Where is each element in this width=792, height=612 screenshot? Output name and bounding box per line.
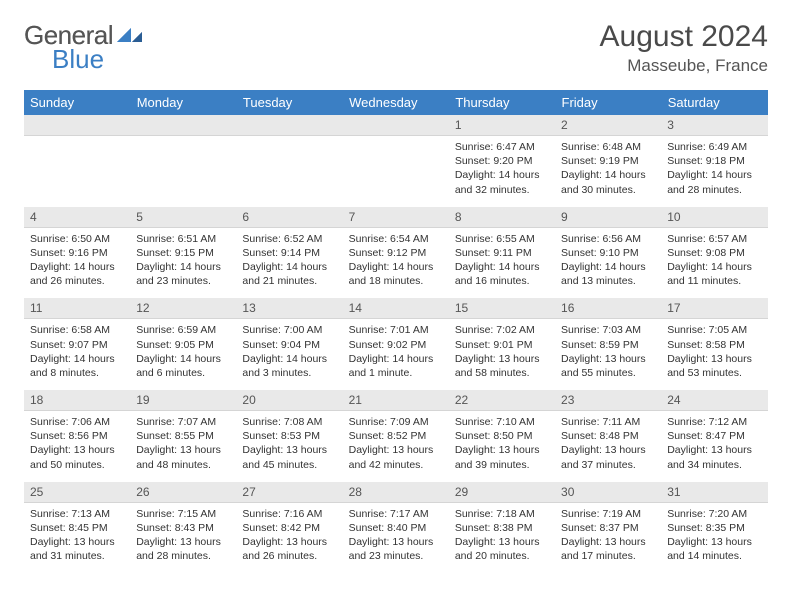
day-number-cell: 31	[661, 482, 767, 503]
day-content-cell: Sunrise: 6:54 AMSunset: 9:12 PMDaylight:…	[343, 227, 449, 294]
day-number-cell: 28	[343, 482, 449, 503]
col-thu: Thursday	[449, 90, 555, 115]
day-number-cell: 14	[343, 298, 449, 319]
day-content-cell: Sunrise: 7:01 AMSunset: 9:02 PMDaylight:…	[343, 319, 449, 386]
daynum-row: 11121314151617	[24, 298, 768, 319]
col-tue: Tuesday	[236, 90, 342, 115]
day-number-cell: 18	[24, 390, 130, 411]
col-fri: Friday	[555, 90, 661, 115]
day-content-cell: Sunrise: 6:56 AMSunset: 9:10 PMDaylight:…	[555, 227, 661, 294]
day-number-cell: 7	[343, 207, 449, 228]
location-label: Masseube, France	[600, 56, 768, 76]
day-number-cell: 30	[555, 482, 661, 503]
daynum-row: 123	[24, 115, 768, 136]
content-row: Sunrise: 7:06 AMSunset: 8:56 PMDaylight:…	[24, 411, 768, 478]
day-number-cell: 26	[130, 482, 236, 503]
day-number-cell: 27	[236, 482, 342, 503]
day-number-cell: 4	[24, 207, 130, 228]
content-row: Sunrise: 6:58 AMSunset: 9:07 PMDaylight:…	[24, 319, 768, 386]
content-row: Sunrise: 7:13 AMSunset: 8:45 PMDaylight:…	[24, 502, 768, 569]
day-content-cell: Sunrise: 6:50 AMSunset: 9:16 PMDaylight:…	[24, 227, 130, 294]
day-number-cell: 3	[661, 115, 767, 136]
day-content-cell: Sunrise: 6:47 AMSunset: 9:20 PMDaylight:…	[449, 136, 555, 203]
day-content-cell: Sunrise: 7:03 AMSunset: 8:59 PMDaylight:…	[555, 319, 661, 386]
day-content-cell	[343, 136, 449, 203]
day-number-cell: 20	[236, 390, 342, 411]
day-number-cell: 12	[130, 298, 236, 319]
day-content-cell	[24, 136, 130, 203]
day-content-cell: Sunrise: 7:12 AMSunset: 8:47 PMDaylight:…	[661, 411, 767, 478]
day-number-cell: 25	[24, 482, 130, 503]
day-content-cell: Sunrise: 6:55 AMSunset: 9:11 PMDaylight:…	[449, 227, 555, 294]
daynum-row: 18192021222324	[24, 390, 768, 411]
col-sat: Saturday	[661, 90, 767, 115]
day-content-cell: Sunrise: 7:16 AMSunset: 8:42 PMDaylight:…	[236, 502, 342, 569]
col-wed: Wednesday	[343, 90, 449, 115]
day-content-cell: Sunrise: 7:18 AMSunset: 8:38 PMDaylight:…	[449, 502, 555, 569]
day-number-cell: 9	[555, 207, 661, 228]
day-content-cell: Sunrise: 7:06 AMSunset: 8:56 PMDaylight:…	[24, 411, 130, 478]
day-content-cell: Sunrise: 6:52 AMSunset: 9:14 PMDaylight:…	[236, 227, 342, 294]
day-content-cell: Sunrise: 6:57 AMSunset: 9:08 PMDaylight:…	[661, 227, 767, 294]
calendar-table: Sunday Monday Tuesday Wednesday Thursday…	[24, 90, 768, 569]
day-number-cell: 16	[555, 298, 661, 319]
day-content-cell: Sunrise: 6:58 AMSunset: 9:07 PMDaylight:…	[24, 319, 130, 386]
day-content-cell: Sunrise: 6:59 AMSunset: 9:05 PMDaylight:…	[130, 319, 236, 386]
day-number-cell: 6	[236, 207, 342, 228]
day-number-cell: 15	[449, 298, 555, 319]
day-content-cell: Sunrise: 7:09 AMSunset: 8:52 PMDaylight:…	[343, 411, 449, 478]
day-number-cell	[236, 115, 342, 136]
day-content-cell: Sunrise: 7:07 AMSunset: 8:55 PMDaylight:…	[130, 411, 236, 478]
day-number-cell: 22	[449, 390, 555, 411]
col-mon: Monday	[130, 90, 236, 115]
content-row: Sunrise: 6:47 AMSunset: 9:20 PMDaylight:…	[24, 136, 768, 203]
day-content-cell: Sunrise: 6:51 AMSunset: 9:15 PMDaylight:…	[130, 227, 236, 294]
daynum-row: 45678910	[24, 207, 768, 228]
logo-mark-icon-2	[117, 24, 143, 44]
daynum-row: 25262728293031	[24, 482, 768, 503]
day-content-cell: Sunrise: 7:15 AMSunset: 8:43 PMDaylight:…	[130, 502, 236, 569]
day-content-cell	[130, 136, 236, 203]
day-number-cell	[24, 115, 130, 136]
title-block: August 2024 Masseube, France	[600, 20, 768, 76]
day-number-cell: 19	[130, 390, 236, 411]
day-number-cell: 17	[661, 298, 767, 319]
day-number-cell: 24	[661, 390, 767, 411]
day-number-cell: 5	[130, 207, 236, 228]
logo-text-2: Blue	[52, 44, 104, 75]
day-number-cell: 11	[24, 298, 130, 319]
content-row: Sunrise: 6:50 AMSunset: 9:16 PMDaylight:…	[24, 227, 768, 294]
day-content-cell: Sunrise: 7:00 AMSunset: 9:04 PMDaylight:…	[236, 319, 342, 386]
col-sun: Sunday	[24, 90, 130, 115]
day-number-cell: 8	[449, 207, 555, 228]
header-row: Sunday Monday Tuesday Wednesday Thursday…	[24, 90, 768, 115]
day-number-cell: 13	[236, 298, 342, 319]
day-number-cell	[343, 115, 449, 136]
day-content-cell: Sunrise: 7:11 AMSunset: 8:48 PMDaylight:…	[555, 411, 661, 478]
day-content-cell: Sunrise: 7:17 AMSunset: 8:40 PMDaylight:…	[343, 502, 449, 569]
day-content-cell: Sunrise: 7:10 AMSunset: 8:50 PMDaylight:…	[449, 411, 555, 478]
day-content-cell: Sunrise: 7:19 AMSunset: 8:37 PMDaylight:…	[555, 502, 661, 569]
day-content-cell: Sunrise: 6:48 AMSunset: 9:19 PMDaylight:…	[555, 136, 661, 203]
day-number-cell: 21	[343, 390, 449, 411]
page-title: August 2024	[600, 20, 768, 54]
day-number-cell	[130, 115, 236, 136]
day-number-cell: 1	[449, 115, 555, 136]
day-number-cell: 29	[449, 482, 555, 503]
day-content-cell: Sunrise: 7:20 AMSunset: 8:35 PMDaylight:…	[661, 502, 767, 569]
day-number-cell: 10	[661, 207, 767, 228]
day-number-cell: 23	[555, 390, 661, 411]
day-number-cell: 2	[555, 115, 661, 136]
day-content-cell: Sunrise: 7:13 AMSunset: 8:45 PMDaylight:…	[24, 502, 130, 569]
day-content-cell: Sunrise: 6:49 AMSunset: 9:18 PMDaylight:…	[661, 136, 767, 203]
day-content-cell: Sunrise: 7:08 AMSunset: 8:53 PMDaylight:…	[236, 411, 342, 478]
day-content-cell: Sunrise: 7:02 AMSunset: 9:01 PMDaylight:…	[449, 319, 555, 386]
day-content-cell	[236, 136, 342, 203]
day-content-cell: Sunrise: 7:05 AMSunset: 8:58 PMDaylight:…	[661, 319, 767, 386]
